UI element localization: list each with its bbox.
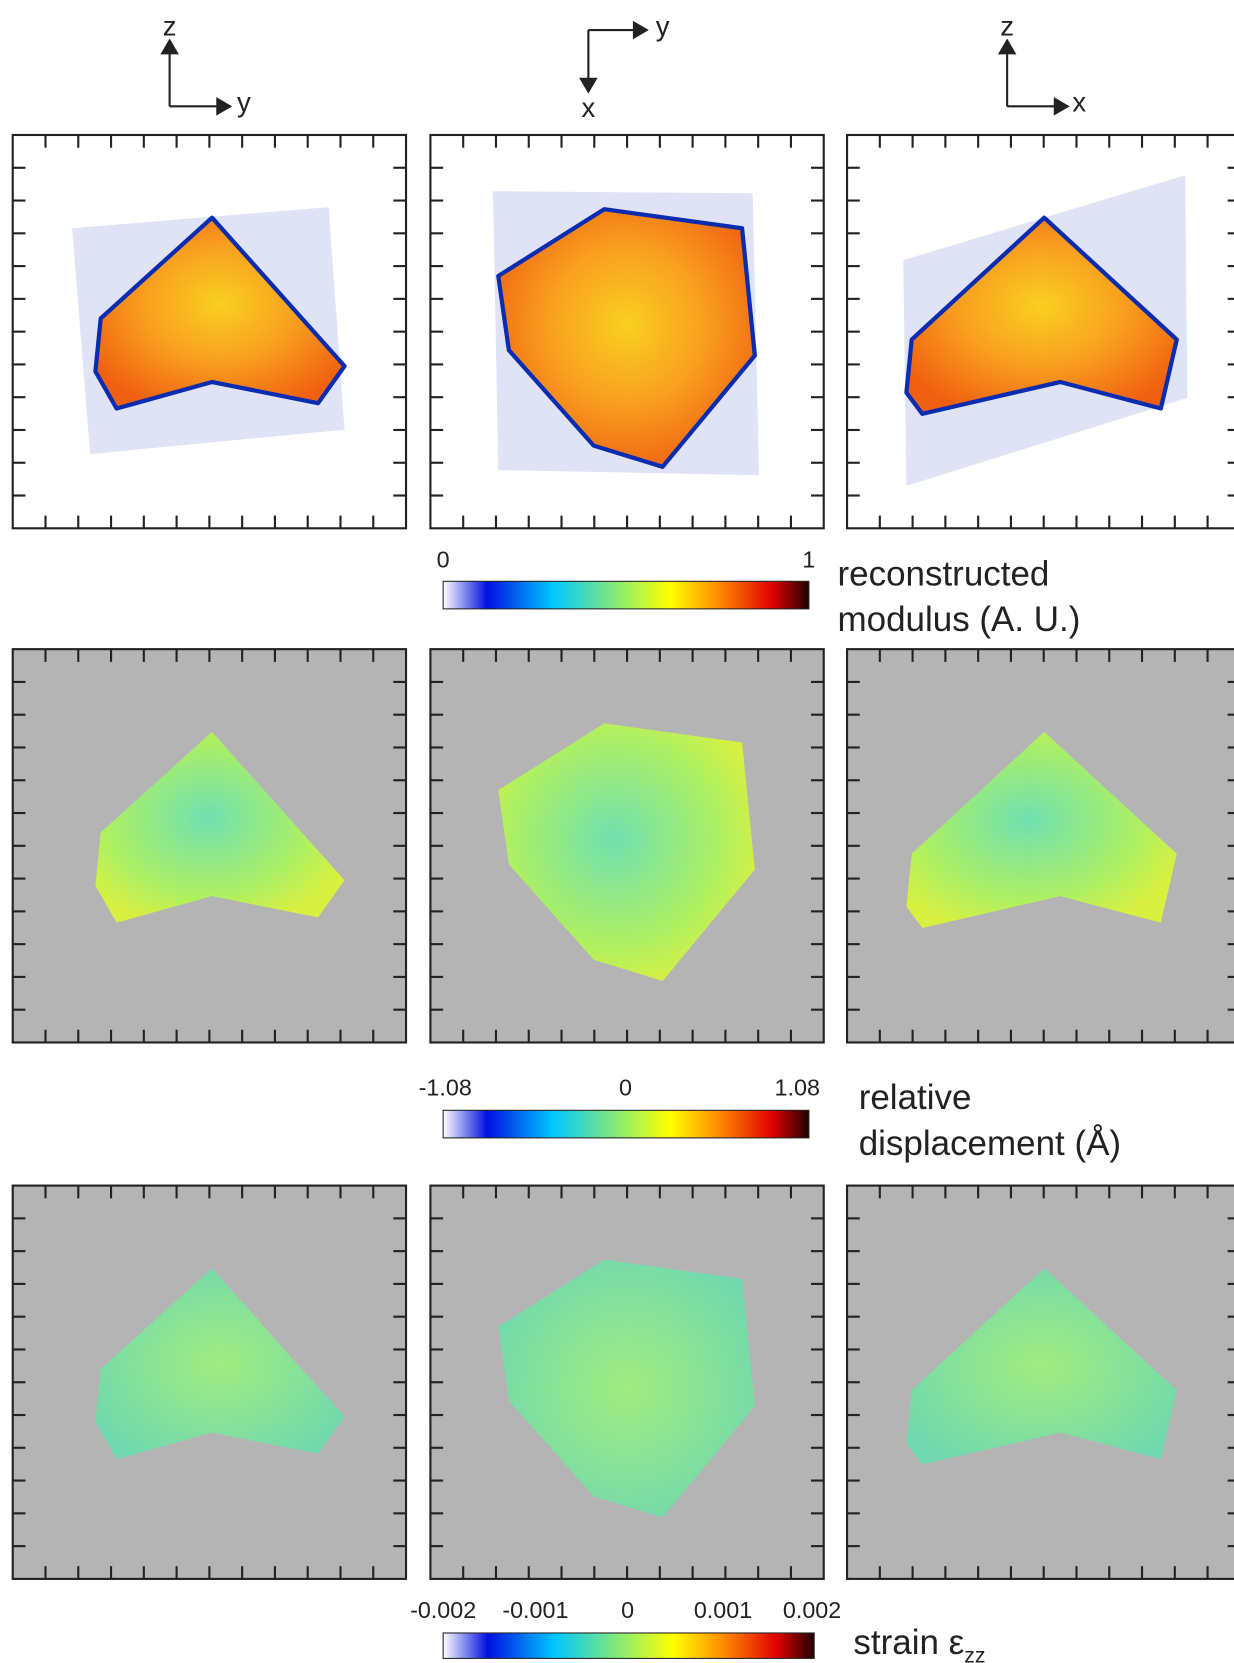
colorbar-title: relative bbox=[859, 1078, 972, 1117]
arrowheads bbox=[160, 20, 1070, 116]
particle bbox=[498, 723, 755, 981]
colorbar-tick: 0.002 bbox=[783, 1597, 841, 1623]
colorbar-tick: -1.08 bbox=[419, 1074, 472, 1100]
axis-letter: z bbox=[163, 10, 177, 41]
axis-letter: x bbox=[1072, 87, 1086, 118]
axes-icon bbox=[587, 28, 642, 86]
axes-icon bbox=[168, 48, 223, 108]
particle bbox=[904, 215, 1179, 416]
axis-letter: y bbox=[656, 10, 670, 41]
particle bbox=[498, 1259, 755, 1518]
particle bbox=[95, 1268, 345, 1460]
particle bbox=[906, 1268, 1177, 1465]
axes-icon bbox=[1006, 48, 1061, 108]
colorbar-tick: -0.001 bbox=[502, 1597, 568, 1623]
colorbar-title: reconstructed bbox=[838, 555, 1050, 594]
axis-letter: z bbox=[1000, 10, 1014, 41]
colorbar-tick: 0 bbox=[621, 1597, 634, 1623]
colorbar-tick: 0 bbox=[619, 1074, 632, 1100]
particle bbox=[496, 207, 757, 469]
colorbar-tick: 1.08 bbox=[775, 1074, 820, 1100]
colorbar bbox=[442, 580, 810, 610]
colorbar bbox=[442, 1632, 815, 1659]
particle bbox=[93, 215, 347, 411]
colorbar-title: strain εzz bbox=[853, 1623, 985, 1663]
particle bbox=[95, 731, 345, 923]
particle bbox=[906, 731, 1177, 928]
colorbar-title: displacement (Å) bbox=[859, 1124, 1121, 1163]
colorbar-tick: 0.001 bbox=[694, 1597, 752, 1623]
colorbar bbox=[442, 1109, 810, 1139]
colorbar-tick: 1 bbox=[802, 547, 815, 573]
axis-letter: x bbox=[581, 92, 595, 123]
orientation-icons bbox=[160, 20, 1070, 116]
colorbar-title: modulus (A. U.) bbox=[838, 600, 1081, 639]
title-text: strain ε bbox=[853, 1623, 964, 1662]
axis-letter: y bbox=[237, 87, 251, 118]
colorbar-tick: 0 bbox=[437, 547, 450, 573]
panels bbox=[11, 133, 1234, 1580]
title-subscript: zz bbox=[964, 1645, 985, 1663]
colorbars bbox=[442, 580, 815, 1659]
colorbar-tick: -0.002 bbox=[410, 1597, 476, 1623]
